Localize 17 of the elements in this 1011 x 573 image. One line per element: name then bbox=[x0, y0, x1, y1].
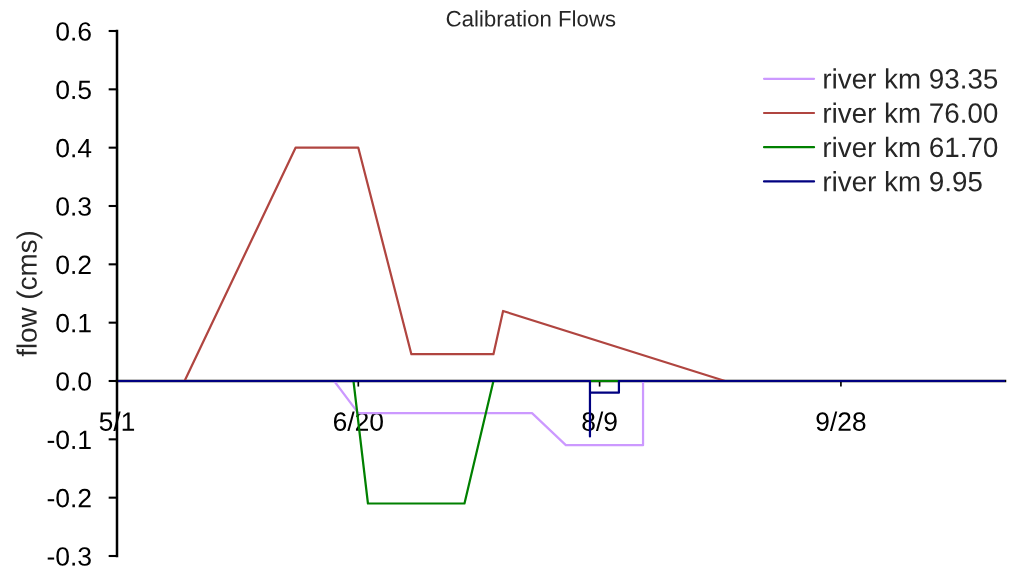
y-tick-label: -0.3 bbox=[47, 547, 91, 566]
legend-label: river km 9.95 bbox=[824, 171, 982, 192]
y-tick-label: 0.3 bbox=[56, 197, 91, 216]
y-tick-label: 0.6 bbox=[56, 22, 91, 41]
y-tick-label: 0.0 bbox=[56, 372, 91, 391]
y-axis-title: flow (cms) bbox=[16, 231, 43, 357]
x-tick-label: 9/28 bbox=[816, 411, 866, 431]
legend-label: river km 61.70 bbox=[824, 136, 998, 158]
y-tick-label: 0.2 bbox=[56, 255, 91, 275]
y-tick-label: 0.4 bbox=[56, 138, 92, 158]
y-tick-label: 0.1 bbox=[56, 313, 91, 333]
legend-label: river km 76.00 bbox=[824, 102, 998, 123]
y-tick-label: 0.5 bbox=[56, 80, 91, 100]
y-tick-label: -0.1 bbox=[47, 430, 91, 450]
legend-label: river km 93.35 bbox=[824, 68, 998, 89]
y-tick-label: -0.2 bbox=[47, 488, 91, 508]
chart-title: Calibration Flows bbox=[446, 10, 616, 27]
